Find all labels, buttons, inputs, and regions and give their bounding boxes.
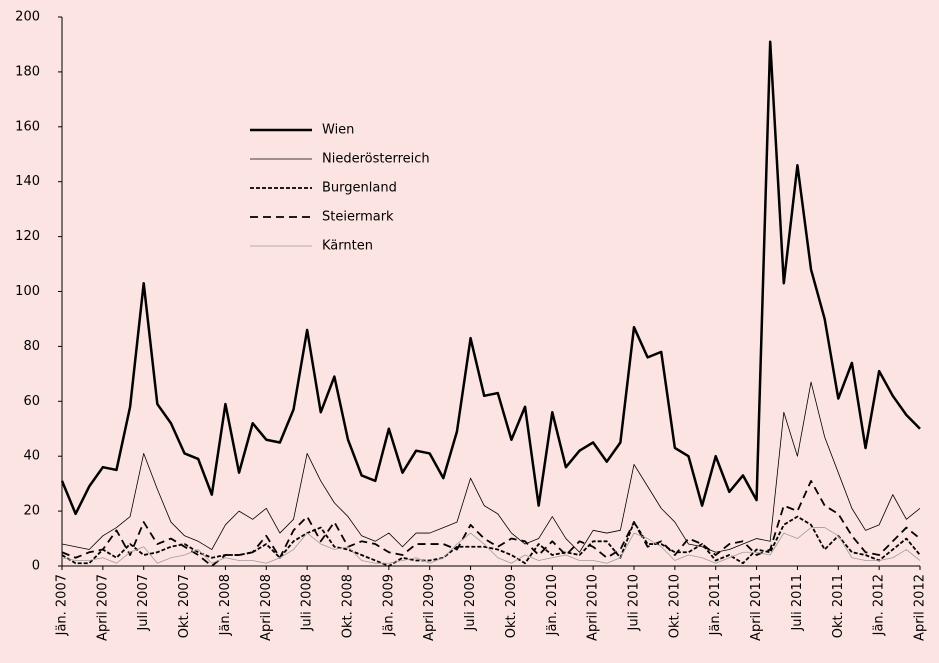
x-tick-label: Okt. 2011 <box>831 574 846 638</box>
y-tick-label: 160 <box>15 119 40 134</box>
x-tick-label: Juli 2010 <box>627 574 642 632</box>
x-tick-label: Jän. 2009 <box>381 574 396 636</box>
x-tick-label: April 2008 <box>259 574 274 641</box>
x-tick-label: Okt. 2007 <box>177 574 192 638</box>
series-line <box>61 515 921 567</box>
legend: Wien Niederösterreich Burgenland Steiermark… <box>250 123 430 254</box>
x-tick-label: Jän. 2011 <box>708 574 723 636</box>
legend-label: Steiermark <box>322 210 394 225</box>
legend-label: Burgenland <box>322 181 397 196</box>
x-tick-label: Okt. 2008 <box>341 574 356 638</box>
x-tick-label: Juli 2011 <box>790 574 805 632</box>
y-tick-label: 140 <box>15 174 40 189</box>
x-tick-label: Jän. 2012 <box>872 574 887 636</box>
y-tick-label: 0 <box>32 559 40 574</box>
x-tick-label: Juli 2007 <box>136 574 151 632</box>
x-tick-label: Juli 2009 <box>463 574 478 632</box>
x-tick-label: April 2007 <box>95 574 110 641</box>
x-tick-label: Jän. 2007 <box>55 574 70 636</box>
x-tick-label: Okt. 2009 <box>504 574 519 638</box>
x-tick-label: Okt. 2010 <box>667 574 682 638</box>
y-tick-label: 20 <box>23 504 40 519</box>
y-tick-label: 200 <box>15 10 40 25</box>
legend-label: Wien <box>322 123 354 138</box>
y-tick-label: 80 <box>23 339 40 354</box>
series-line <box>60 40 921 516</box>
x-tick-label: April 2012 <box>913 574 928 641</box>
x-tick-label: April 2011 <box>749 574 764 641</box>
series-line <box>61 527 921 564</box>
x-tick-label: Juli 2008 <box>300 574 315 632</box>
legend-label: Kärnten <box>322 239 373 254</box>
y-tick-label: 120 <box>15 229 40 244</box>
series-line <box>61 480 921 567</box>
legend-label: Niederösterreich <box>322 152 430 167</box>
y-tick-label: 60 <box>23 394 40 409</box>
series-line <box>61 381 921 553</box>
x-tick-label: Jän. 2008 <box>218 574 233 636</box>
y-tick-label: 100 <box>15 284 40 299</box>
y-tick-label: 180 <box>15 64 40 79</box>
x-tick-label: April 2009 <box>422 574 437 641</box>
x-tick-label: Jän. 2010 <box>545 574 560 636</box>
x-tick-label: April 2010 <box>586 574 601 641</box>
y-tick-label: 40 <box>23 449 40 464</box>
